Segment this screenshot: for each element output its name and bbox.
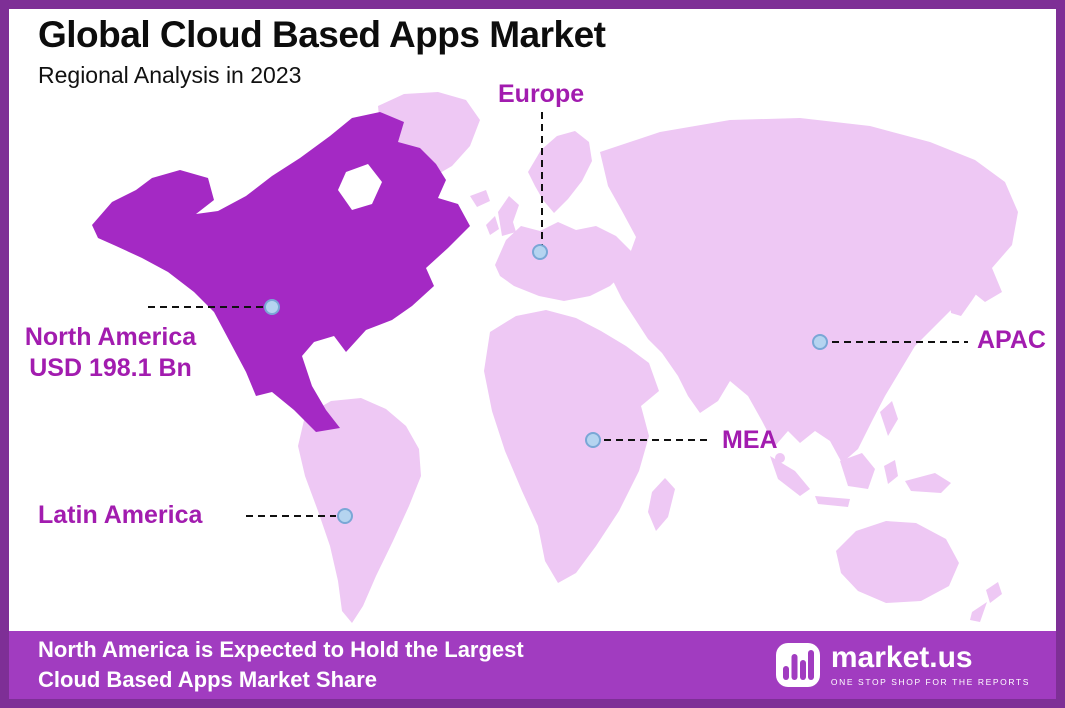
asia-region xyxy=(600,118,1018,463)
brand-logo: market.us ONE STOP SHOP FOR THE REPORTS xyxy=(775,642,1056,688)
borneo-shape xyxy=(840,453,875,489)
europe-marker xyxy=(532,244,548,260)
brand-tagline: ONE STOP SHOP FOR THE REPORTS xyxy=(830,677,1030,687)
mea-label: MEA xyxy=(722,426,778,454)
north-america-label-name: North America xyxy=(24,323,197,351)
java-shape xyxy=(815,496,850,507)
south-america-region xyxy=(298,398,421,623)
footer-message: North America is Expected to Hold the La… xyxy=(9,635,524,694)
north-america-label-value: USD 198.1 Bn xyxy=(29,353,192,382)
uk-shape xyxy=(498,196,519,236)
europe-label: Europe xyxy=(498,80,585,108)
new-zealand-south-shape xyxy=(970,602,987,622)
ireland-shape xyxy=(486,216,499,235)
iceland-shape xyxy=(470,190,490,207)
europe-region xyxy=(495,222,631,301)
madagascar-shape xyxy=(648,478,675,531)
north-america-region xyxy=(92,112,470,432)
scandinavia-shape xyxy=(528,131,592,213)
footer-message-line1: North America is Expected to Hold the La… xyxy=(38,637,524,663)
australia-region xyxy=(836,521,959,603)
north-america-marker xyxy=(264,299,280,315)
africa-region xyxy=(484,310,659,583)
latin-america-marker xyxy=(337,508,353,524)
brand-name: market.us xyxy=(830,641,973,674)
philippines-shape xyxy=(880,401,898,436)
page-subtitle: Regional Analysis in 2023 xyxy=(38,62,302,88)
north-america-label: North America USD 198.1 Bn xyxy=(8,322,213,383)
apac-marker xyxy=(812,334,828,350)
latin-america-label: Latin America xyxy=(38,501,203,529)
mea-marker xyxy=(585,432,601,448)
footer-message-line2: Cloud Based Apps Market Share xyxy=(38,667,378,692)
hudson-bay-shape xyxy=(338,164,382,210)
apac-label: APAC xyxy=(977,326,1046,354)
sulawesi-shape xyxy=(884,460,898,484)
sumatra-shape xyxy=(770,456,810,496)
market-us-logo-icon xyxy=(775,643,820,687)
page-title: Global Cloud Based Apps Market xyxy=(38,14,606,55)
japan-shape xyxy=(950,271,986,316)
new-guinea-shape xyxy=(905,473,951,493)
footer-banner: North America is Expected to Hold the La… xyxy=(9,631,1056,699)
new-zealand-north-shape xyxy=(986,582,1002,603)
